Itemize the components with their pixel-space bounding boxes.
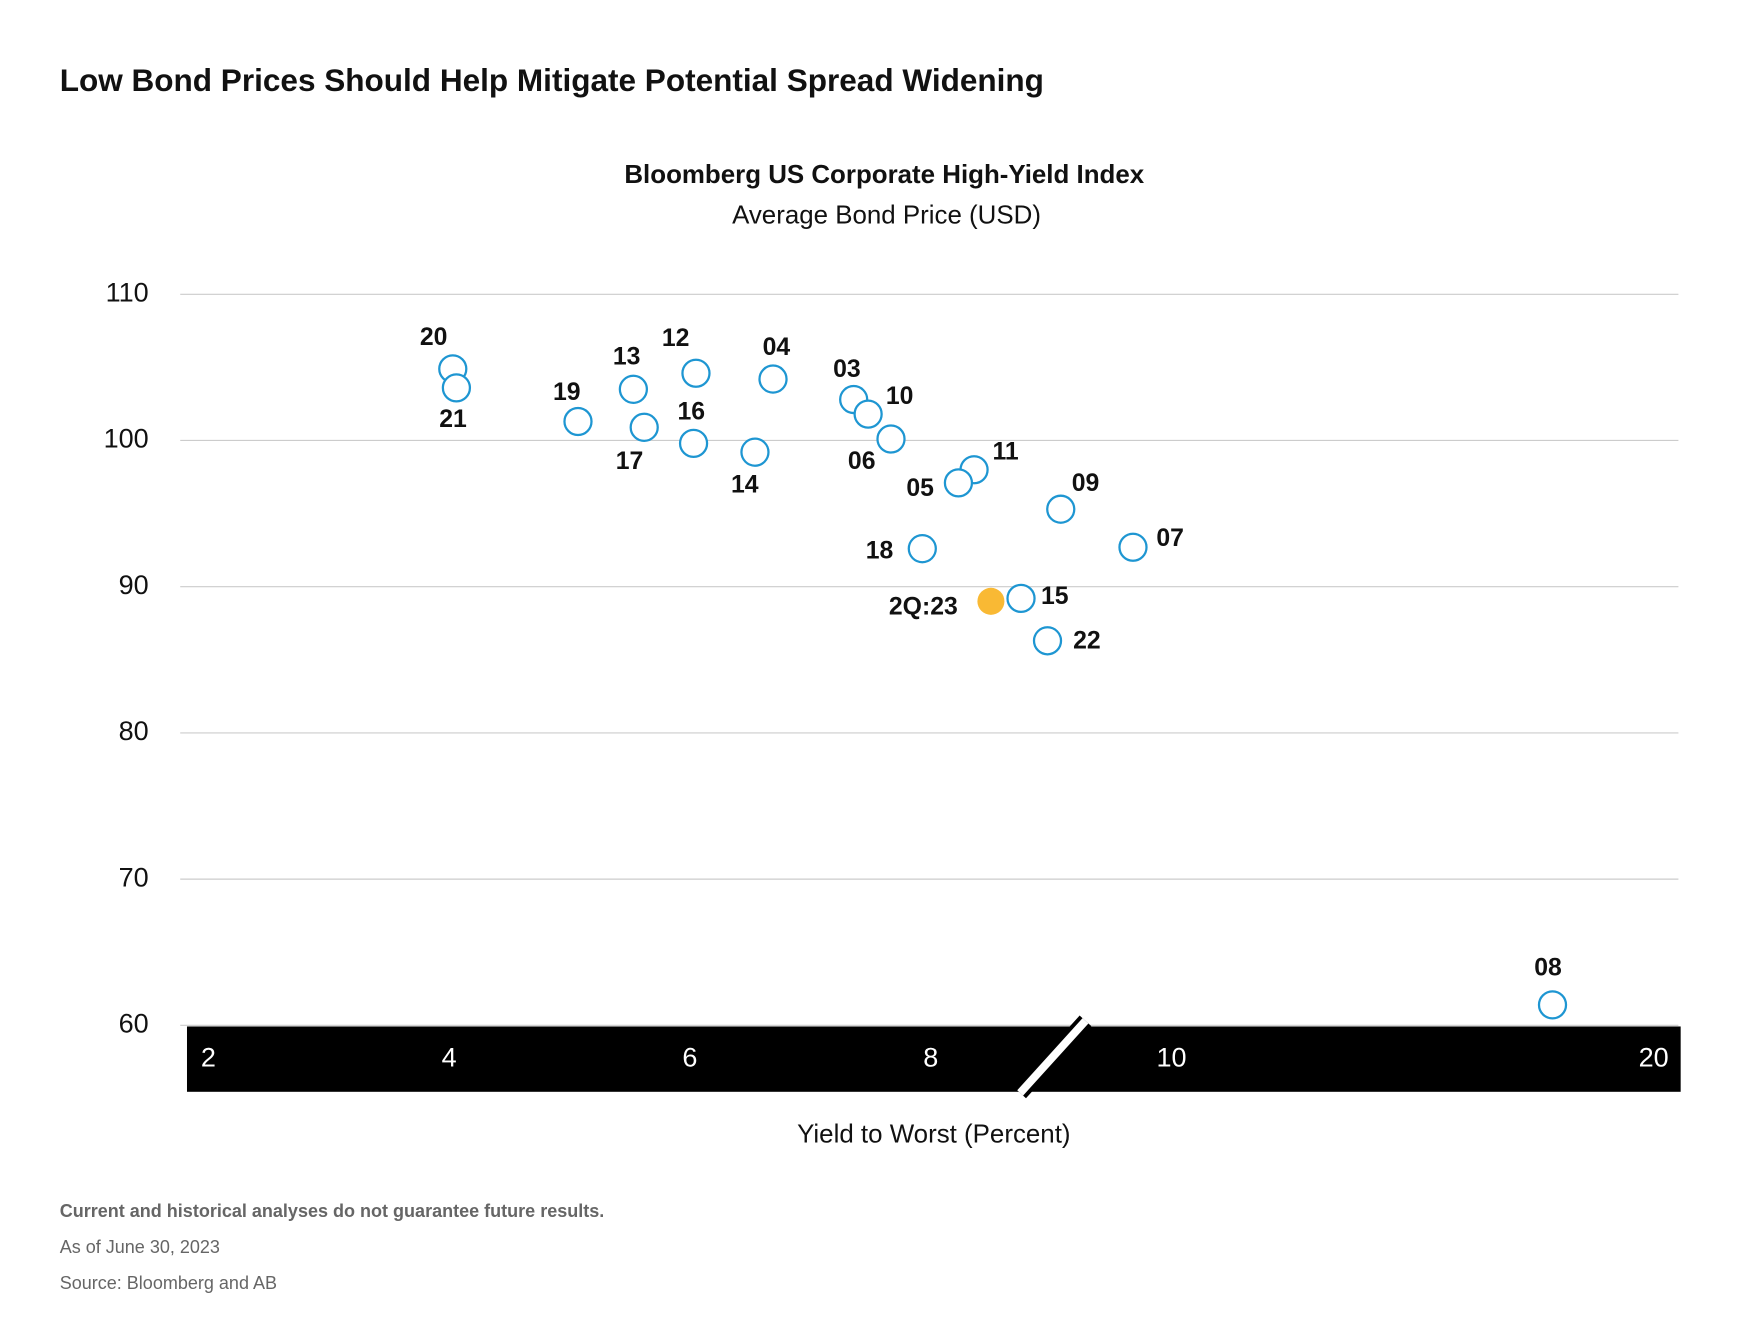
point <box>1537 990 1568 1020</box>
point <box>943 468 974 498</box>
point <box>441 373 472 403</box>
y-tick-label: 100 <box>104 424 149 454</box>
point <box>678 428 709 459</box>
y-tick-label: 90 <box>119 570 149 600</box>
point <box>681 358 711 388</box>
point <box>618 374 649 404</box>
point-label: 16 <box>678 399 706 426</box>
chart-subtitle: Average Bond Price (USD) <box>732 201 1041 229</box>
x-axis-label: Yield to Worst (Percent) <box>797 1121 1070 1149</box>
point-label: 03 <box>833 356 861 383</box>
point <box>758 364 788 394</box>
footnote: Current and historical analyses do not g… <box>60 1201 605 1221</box>
point <box>977 587 1005 615</box>
y-tick-label: 80 <box>119 716 149 746</box>
y-tick-label: 70 <box>119 862 149 892</box>
y-tick-label: 110 <box>106 277 149 307</box>
x-tick-label: 20 <box>1639 1042 1669 1072</box>
point-label: 12 <box>662 325 690 352</box>
point-label: 04 <box>763 334 791 361</box>
point-label: 15 <box>1041 583 1069 610</box>
point-label: 14 <box>731 472 759 499</box>
footnote: Source: Bloomberg and AB <box>60 1273 277 1293</box>
chart-title: Bloomberg US Corporate High-Yield Index <box>624 161 1144 189</box>
axis-break <box>1017 1018 1089 1096</box>
point-label: 13 <box>613 343 641 370</box>
x-tick-label: 10 <box>1156 1042 1186 1072</box>
x-tick-label: 4 <box>442 1042 457 1072</box>
x-axis-band <box>186 1026 1681 1092</box>
y-tick-label: 60 <box>119 1008 149 1038</box>
point-label: 18 <box>866 538 894 565</box>
page-title: Low Bond Prices Should Help Mitigate Pot… <box>60 62 1044 98</box>
point <box>1032 626 1063 656</box>
point-label: 2Q:23 <box>889 594 958 621</box>
point <box>1046 494 1076 524</box>
point-label: 10 <box>886 383 914 410</box>
point <box>1118 532 1148 562</box>
point-label: 11 <box>993 438 1019 465</box>
point <box>629 412 659 442</box>
point-label: 06 <box>848 448 876 475</box>
point-label: 20 <box>420 324 448 351</box>
point <box>907 534 937 564</box>
point-label: 22 <box>1073 627 1101 654</box>
point-label: 09 <box>1072 470 1100 497</box>
point <box>563 406 593 437</box>
point-label: 19 <box>553 379 581 406</box>
point-label: 08 <box>1534 954 1562 981</box>
footnote: As of June 30, 2023 <box>60 1237 220 1257</box>
point-label: 07 <box>1156 525 1184 552</box>
point <box>876 424 906 454</box>
x-tick-label: 8 <box>923 1042 938 1072</box>
point-label: 21 <box>439 406 467 433</box>
point-label: 17 <box>616 448 644 475</box>
point <box>1006 583 1036 614</box>
point-label: 05 <box>906 475 934 502</box>
point <box>740 437 770 467</box>
x-tick-label: 2 <box>201 1042 216 1072</box>
point <box>853 399 883 429</box>
x-tick-label: 6 <box>682 1042 697 1072</box>
